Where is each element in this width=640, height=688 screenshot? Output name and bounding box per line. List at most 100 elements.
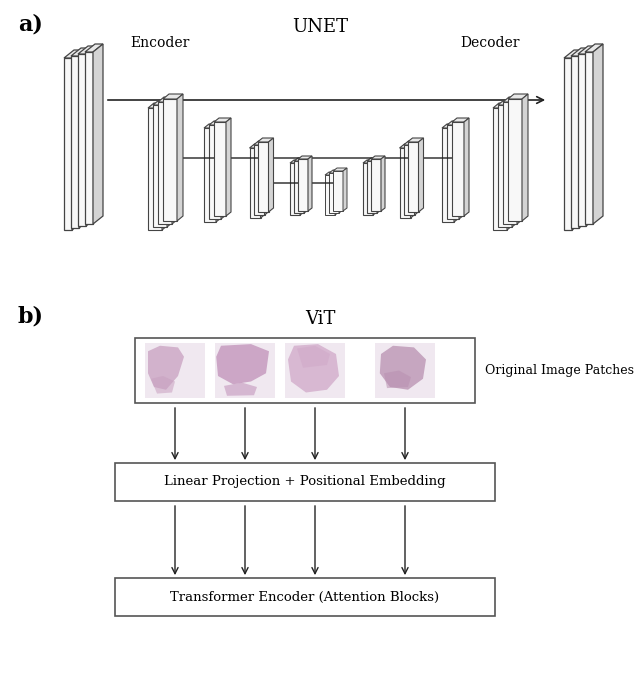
Polygon shape <box>508 99 522 221</box>
Polygon shape <box>329 173 339 213</box>
Polygon shape <box>593 44 603 224</box>
Polygon shape <box>586 46 596 226</box>
Polygon shape <box>363 163 373 215</box>
Polygon shape <box>452 122 464 216</box>
Polygon shape <box>163 94 183 99</box>
Polygon shape <box>447 121 464 125</box>
Polygon shape <box>177 94 183 221</box>
Text: Original Image Patches: Original Image Patches <box>485 364 634 377</box>
Polygon shape <box>415 141 419 215</box>
Polygon shape <box>221 121 226 219</box>
Text: Encoder: Encoder <box>131 36 189 50</box>
Polygon shape <box>442 128 454 222</box>
Polygon shape <box>158 102 172 224</box>
Polygon shape <box>564 58 572 230</box>
Polygon shape <box>493 108 507 230</box>
Text: a): a) <box>18 14 43 36</box>
Polygon shape <box>377 158 381 213</box>
Polygon shape <box>214 122 226 216</box>
Polygon shape <box>585 44 603 52</box>
Polygon shape <box>162 103 168 230</box>
Polygon shape <box>209 125 221 219</box>
Polygon shape <box>367 161 377 213</box>
Polygon shape <box>153 100 173 105</box>
Polygon shape <box>72 50 82 230</box>
Polygon shape <box>290 160 304 163</box>
Polygon shape <box>297 346 330 368</box>
Polygon shape <box>172 97 178 224</box>
Polygon shape <box>447 125 459 219</box>
Polygon shape <box>250 144 266 148</box>
Polygon shape <box>257 138 273 142</box>
Polygon shape <box>452 118 469 122</box>
Text: Transformer Encoder (Attention Blocks): Transformer Encoder (Attention Blocks) <box>170 590 440 603</box>
Polygon shape <box>253 141 269 145</box>
Polygon shape <box>579 48 589 228</box>
Polygon shape <box>298 159 308 211</box>
Polygon shape <box>260 144 266 218</box>
Bar <box>135 338 475 403</box>
Text: Decoder: Decoder <box>460 36 520 50</box>
Polygon shape <box>250 148 260 218</box>
Polygon shape <box>93 44 103 224</box>
Polygon shape <box>86 46 96 226</box>
Polygon shape <box>269 138 273 212</box>
Polygon shape <box>380 346 426 389</box>
Polygon shape <box>329 170 343 173</box>
Polygon shape <box>578 54 586 226</box>
Polygon shape <box>381 156 385 211</box>
Polygon shape <box>253 145 264 215</box>
Polygon shape <box>498 100 518 105</box>
Polygon shape <box>325 172 339 175</box>
Bar <box>115 463 495 501</box>
Polygon shape <box>399 148 410 218</box>
Polygon shape <box>288 344 339 392</box>
Polygon shape <box>71 48 89 56</box>
Polygon shape <box>226 118 231 216</box>
Polygon shape <box>343 168 347 211</box>
Polygon shape <box>163 99 177 221</box>
Polygon shape <box>371 156 385 159</box>
Polygon shape <box>325 175 335 215</box>
Polygon shape <box>153 105 167 227</box>
Polygon shape <box>148 108 162 230</box>
Polygon shape <box>371 159 381 211</box>
Polygon shape <box>308 156 312 211</box>
Polygon shape <box>399 144 415 148</box>
Text: UNET: UNET <box>292 18 348 36</box>
Polygon shape <box>209 121 226 125</box>
Text: Linear Projection + Positional Embedding: Linear Projection + Positional Embedding <box>164 475 446 488</box>
Polygon shape <box>572 50 582 230</box>
Polygon shape <box>564 50 582 58</box>
Polygon shape <box>403 141 419 145</box>
Polygon shape <box>304 158 308 213</box>
Polygon shape <box>403 145 415 215</box>
Polygon shape <box>204 128 216 222</box>
Bar <box>375 343 435 398</box>
Polygon shape <box>512 100 518 227</box>
Polygon shape <box>373 160 377 215</box>
Polygon shape <box>585 52 593 224</box>
Polygon shape <box>503 102 517 224</box>
Polygon shape <box>216 344 269 385</box>
Polygon shape <box>335 172 339 215</box>
Polygon shape <box>298 156 312 159</box>
Polygon shape <box>333 171 343 211</box>
Polygon shape <box>71 56 79 228</box>
Polygon shape <box>454 124 459 222</box>
Polygon shape <box>294 161 304 213</box>
Polygon shape <box>214 118 231 122</box>
Polygon shape <box>290 163 300 215</box>
Polygon shape <box>410 144 415 218</box>
Polygon shape <box>408 142 419 212</box>
Polygon shape <box>85 44 103 52</box>
Polygon shape <box>204 124 221 128</box>
Polygon shape <box>493 103 513 108</box>
Polygon shape <box>224 383 257 396</box>
Polygon shape <box>85 52 93 224</box>
Polygon shape <box>384 371 411 388</box>
Polygon shape <box>367 158 381 161</box>
Bar <box>145 343 205 398</box>
Polygon shape <box>508 94 528 99</box>
Polygon shape <box>408 138 424 142</box>
